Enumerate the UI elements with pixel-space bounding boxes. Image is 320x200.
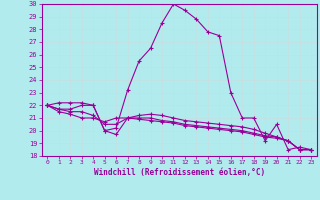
X-axis label: Windchill (Refroidissement éolien,°C): Windchill (Refroidissement éolien,°C) [94,168,265,177]
